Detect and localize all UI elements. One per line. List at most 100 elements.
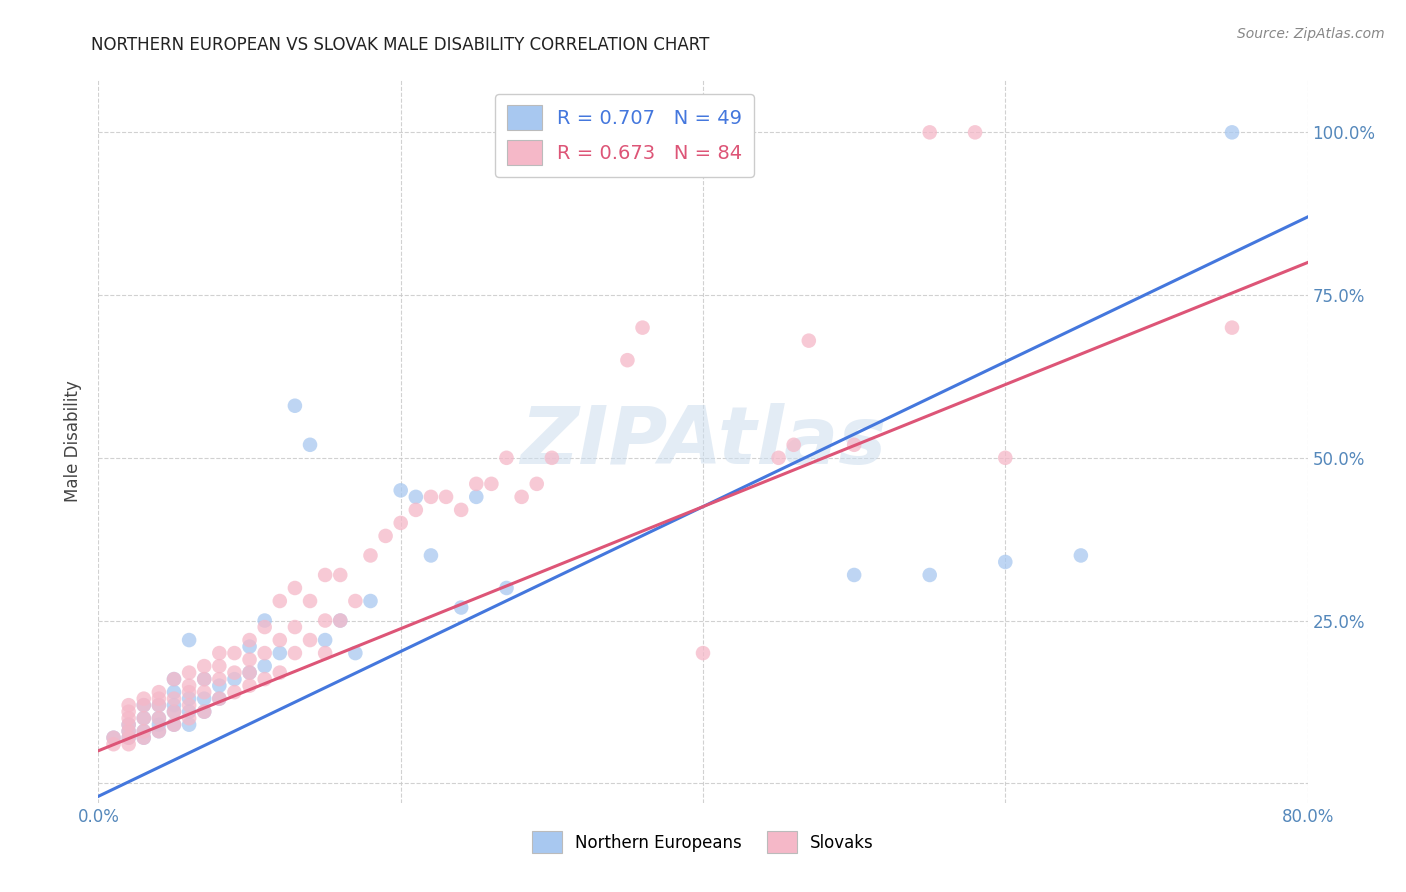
Point	[239, 633, 262, 648]
Point	[118, 705, 141, 719]
Point	[844, 568, 866, 582]
Point	[208, 679, 231, 693]
Point	[163, 717, 186, 731]
Point	[163, 691, 186, 706]
Point	[103, 737, 125, 751]
Point	[450, 503, 472, 517]
Point	[148, 691, 170, 706]
Point	[269, 633, 291, 648]
Point	[208, 691, 231, 706]
Point	[253, 614, 276, 628]
Point	[918, 125, 941, 139]
Point	[118, 731, 141, 745]
Point	[783, 438, 806, 452]
Point	[844, 438, 866, 452]
Point	[1220, 320, 1243, 334]
Point	[103, 731, 125, 745]
Point	[163, 685, 186, 699]
Point	[103, 731, 125, 745]
Point	[179, 698, 201, 713]
Point	[208, 659, 231, 673]
Point	[118, 724, 141, 739]
Text: Source: ZipAtlas.com: Source: ZipAtlas.com	[1237, 27, 1385, 41]
Point	[797, 334, 820, 348]
Point	[179, 679, 201, 693]
Point	[495, 581, 517, 595]
Point	[1220, 125, 1243, 139]
Point	[132, 698, 155, 713]
Point	[434, 490, 457, 504]
Point	[148, 717, 170, 731]
Point	[253, 659, 276, 673]
Point	[994, 555, 1017, 569]
Point	[253, 620, 276, 634]
Point	[360, 594, 382, 608]
Point	[420, 490, 443, 504]
Point	[284, 620, 307, 634]
Point	[465, 476, 488, 491]
Point	[253, 646, 276, 660]
Point	[193, 672, 215, 686]
Point	[193, 705, 215, 719]
Point	[208, 672, 231, 686]
Point	[118, 724, 141, 739]
Point	[253, 672, 276, 686]
Point	[179, 665, 201, 680]
Point	[405, 490, 427, 504]
Point	[163, 705, 186, 719]
Point	[179, 717, 201, 731]
Point	[994, 450, 1017, 465]
Point	[239, 679, 262, 693]
Point	[768, 450, 790, 465]
Point	[224, 665, 246, 680]
Point	[118, 731, 141, 745]
Point	[692, 646, 714, 660]
Point	[631, 320, 654, 334]
Point	[148, 724, 170, 739]
Point	[269, 594, 291, 608]
Point	[179, 633, 201, 648]
Point	[193, 705, 215, 719]
Point	[299, 594, 322, 608]
Point	[163, 672, 186, 686]
Point	[193, 691, 215, 706]
Point	[269, 665, 291, 680]
Point	[495, 450, 517, 465]
Point	[132, 711, 155, 725]
Point	[179, 711, 201, 725]
Point	[193, 672, 215, 686]
Point	[179, 685, 201, 699]
Point	[329, 568, 352, 582]
Point	[239, 665, 262, 680]
Point	[132, 724, 155, 739]
Point	[465, 490, 488, 504]
Point	[224, 685, 246, 699]
Point	[179, 691, 201, 706]
Point	[163, 705, 186, 719]
Y-axis label: Male Disability: Male Disability	[65, 381, 83, 502]
Point	[179, 705, 201, 719]
Point	[163, 717, 186, 731]
Point	[329, 614, 352, 628]
Point	[269, 646, 291, 660]
Point	[405, 503, 427, 517]
Point	[148, 685, 170, 699]
Point	[299, 438, 322, 452]
Point	[148, 698, 170, 713]
Point	[148, 711, 170, 725]
Point	[314, 614, 336, 628]
Point	[118, 737, 141, 751]
Point	[148, 698, 170, 713]
Point	[132, 698, 155, 713]
Point	[118, 698, 141, 713]
Point	[526, 476, 548, 491]
Point	[239, 665, 262, 680]
Point	[163, 698, 186, 713]
Point	[314, 646, 336, 660]
Point	[389, 516, 412, 530]
Point	[344, 594, 367, 608]
Point	[163, 672, 186, 686]
Point	[389, 483, 412, 498]
Point	[148, 724, 170, 739]
Point	[224, 672, 246, 686]
